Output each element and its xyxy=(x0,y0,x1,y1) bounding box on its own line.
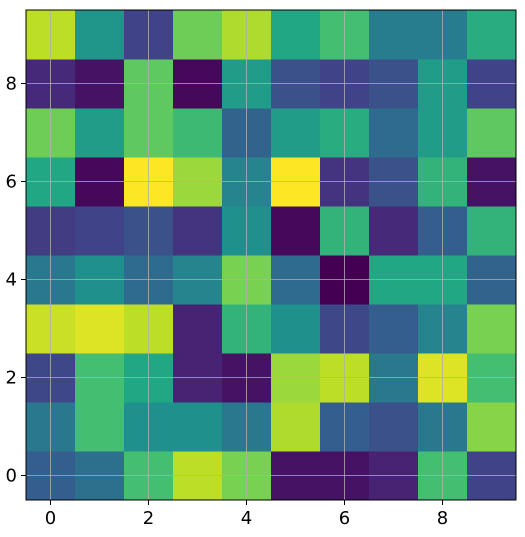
heatmap-cell-r7-c9 xyxy=(467,108,517,158)
heatmap-cell-r3-c3 xyxy=(173,304,223,354)
heatmap-cell-r9-c3 xyxy=(173,10,223,60)
x-tick-label: 0 xyxy=(45,508,56,529)
x-tick-label: 6 xyxy=(339,508,350,529)
heatmap-cell-r7-c3 xyxy=(173,108,223,158)
heatmap-cell-r9-c5 xyxy=(271,10,321,60)
heatmap-cell-r5-c5 xyxy=(271,206,321,256)
heatmap-cell-r7-c1 xyxy=(75,108,125,158)
x-tick-label: 4 xyxy=(241,508,252,529)
axis-ticks xyxy=(21,83,443,505)
y-tick-label: 0 xyxy=(6,466,17,487)
heatmap-cell-r1-c5 xyxy=(271,402,321,452)
heatmap-cell-r5-c3 xyxy=(173,206,223,256)
heatmap-cell-r1-c1 xyxy=(75,402,125,452)
heatmap-cell-r3-c9 xyxy=(467,304,517,354)
y-tick-label: 8 xyxy=(6,74,17,95)
y-tick-label: 2 xyxy=(6,368,17,389)
grid-lines xyxy=(26,10,516,500)
heatmap-cell-r3-c1 xyxy=(75,304,125,354)
heatmap-cell-r1-c3 xyxy=(173,402,223,452)
heatmap-cell-r9-c1 xyxy=(75,10,125,60)
y-tick-label: 4 xyxy=(6,270,17,291)
heatmap-cell-r3-c5 xyxy=(271,304,321,354)
x-tick-label: 8 xyxy=(437,508,448,529)
heatmap-cell-r5-c1 xyxy=(75,206,125,256)
axes-frame xyxy=(25,9,517,501)
x-tick-labels: 0 2 4 6 8 xyxy=(45,508,448,529)
heatmap-cell-r9-c9 xyxy=(467,10,517,60)
heatmap-cell-r9-c7 xyxy=(369,10,419,60)
heatmap-cell-r1-c9 xyxy=(467,402,517,452)
heatmap-cell-r3-c7 xyxy=(369,304,419,354)
y-tick-labels: 0 2 4 6 8 xyxy=(6,74,17,487)
x-tick-label: 2 xyxy=(143,508,154,529)
heatmap-cell-r5-c7 xyxy=(369,206,419,256)
heatmap-cell-r7-c5 xyxy=(271,108,321,158)
y-tick-label: 6 xyxy=(6,172,17,193)
heatmap-cell-r7-c7 xyxy=(369,108,419,158)
heatmap-cell-r5-c9 xyxy=(467,206,517,256)
heatmap-cell-r1-c7 xyxy=(369,402,419,452)
